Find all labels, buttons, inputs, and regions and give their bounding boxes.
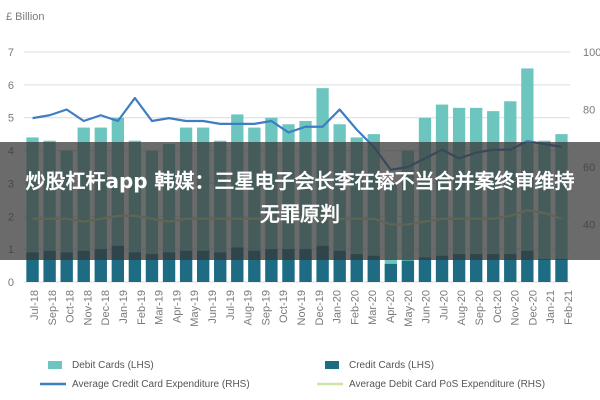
y-left-tick-label: 5 <box>8 113 14 125</box>
credit-bar <box>435 255 449 282</box>
y-right-tick-label: 80 <box>583 105 595 117</box>
x-tick-label: May-20 <box>403 290 415 327</box>
legend-swatch <box>48 361 62 369</box>
y-left-unit-label: £ Billion <box>6 11 45 23</box>
x-tick-label: Nov-20 <box>510 290 522 325</box>
x-tick-label: Dec-20 <box>527 290 539 325</box>
x-tick-label: Oct-20 <box>492 290 504 323</box>
title-overlay-band <box>0 142 600 260</box>
credit-bar <box>452 254 466 282</box>
credit-bar <box>367 255 380 282</box>
legend-label: Average Credit Card Expenditure (RHS) <box>72 379 250 390</box>
x-tick-label: Feb-20 <box>349 290 361 325</box>
credit-bar <box>384 263 397 282</box>
x-axis: Jul-18 Sep-18 Oct-18 Nov-18 Dec-18 Jan-19 Feb-… <box>29 290 575 327</box>
credit-bar <box>504 254 517 282</box>
x-tick-label: Mar-19 <box>154 290 166 325</box>
y-right-tick-label: 100 <box>583 47 600 59</box>
x-tick-label: Aug-19 <box>243 290 255 325</box>
legend: Debit Cards (LHS) Credit Cards (LHS) Avera… <box>40 360 545 390</box>
x-tick-label: Jul-18 <box>29 290 41 320</box>
x-tick-label: Jul-20 <box>438 290 450 320</box>
x-tick-label: Jan-20 <box>332 290 344 324</box>
credit-bar <box>350 254 363 282</box>
legend-label: Average Debit Card PoS Expenditure (RHS) <box>349 379 545 390</box>
x-tick-label: May-19 <box>189 290 201 327</box>
x-tick-label: Oct-18 <box>65 290 77 323</box>
credit-bar <box>555 259 568 282</box>
legend-label: Credit Cards (LHS) <box>349 360 434 371</box>
x-tick-label: Sep-20 <box>474 290 486 325</box>
x-tick-label: Sep-18 <box>47 290 59 325</box>
x-tick-label: Jan-21 <box>545 290 557 324</box>
credit-bar <box>401 260 415 282</box>
y-left-tick-label: 0 <box>8 277 14 289</box>
x-tick-label: Apr-19 <box>171 290 183 323</box>
x-tick-label: Oct-19 <box>278 290 290 323</box>
x-tick-label: Jan-19 <box>118 290 130 324</box>
credit-bar <box>418 257 432 282</box>
x-tick-label: Mar-20 <box>367 290 379 325</box>
x-tick-label: Jun-19 <box>207 290 219 324</box>
x-tick-label: Jul-19 <box>225 290 237 320</box>
x-tick-label: Dec-19 <box>314 290 326 325</box>
y-left-tick-label: 7 <box>8 47 14 59</box>
x-tick-label: Aug-20 <box>456 290 468 325</box>
overlay-title: 炒股杠杆app 韩媒：三星电子会长李在镕不当合并案终审维持无罪原判 <box>25 169 575 226</box>
x-tick-label: Jun-20 <box>421 290 433 324</box>
x-tick-label: Feb-19 <box>136 290 148 325</box>
x-tick-label: Feb-21 <box>563 290 575 325</box>
credit-bar <box>470 254 483 282</box>
x-tick-label: Nov-18 <box>82 290 94 325</box>
credit-bar <box>487 254 500 282</box>
legend-label: Debit Cards (LHS) <box>72 360 154 371</box>
x-tick-label: Apr-20 <box>385 290 397 323</box>
credit-bar <box>538 259 551 282</box>
x-tick-label: Sep-19 <box>260 290 272 325</box>
legend-swatch <box>325 361 339 369</box>
x-tick-label: Dec-18 <box>100 290 112 325</box>
y-left-tick-label: 6 <box>8 80 14 92</box>
credit-bar <box>145 254 159 282</box>
x-tick-label: Nov-19 <box>296 290 308 325</box>
